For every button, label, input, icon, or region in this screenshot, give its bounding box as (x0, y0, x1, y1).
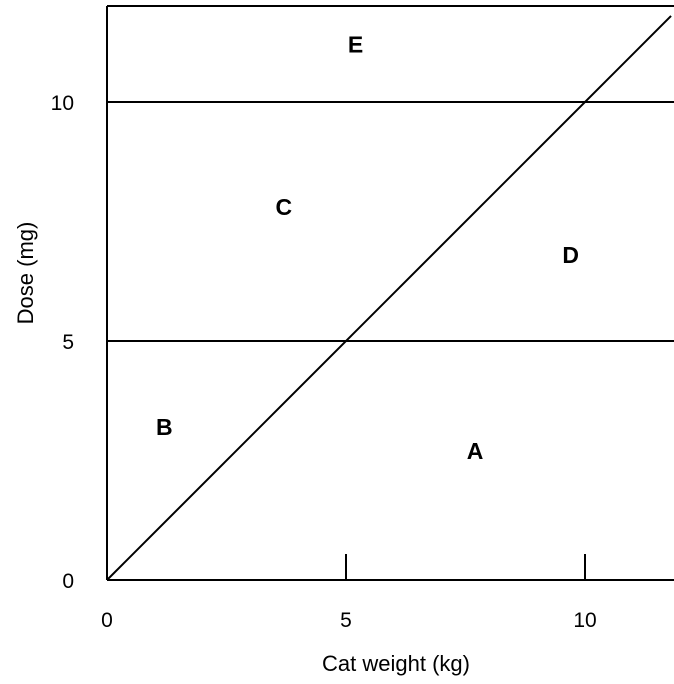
x-axis-label: Cat weight (kg) (322, 651, 470, 676)
y-axis-label: Dose (mg) (13, 222, 38, 325)
y-tick-label-0: 0 (62, 570, 74, 593)
region-label-c: C (276, 194, 293, 220)
x-tick-label-10: 10 (573, 609, 596, 632)
plot-area: 0 5 10 0 5 10 A B C D E (51, 5, 674, 632)
region-label-a: A (467, 438, 484, 464)
y-tick-label-10: 10 (51, 92, 74, 115)
x-tick-label-5: 5 (340, 609, 352, 632)
region-label-e: E (348, 32, 363, 58)
series-line-0 (106, 15, 672, 581)
y-tick-label-5: 5 (62, 331, 74, 354)
region-label-d: D (562, 242, 579, 268)
region-label-b: B (156, 414, 173, 440)
x-tick-label-0: 0 (101, 609, 113, 632)
